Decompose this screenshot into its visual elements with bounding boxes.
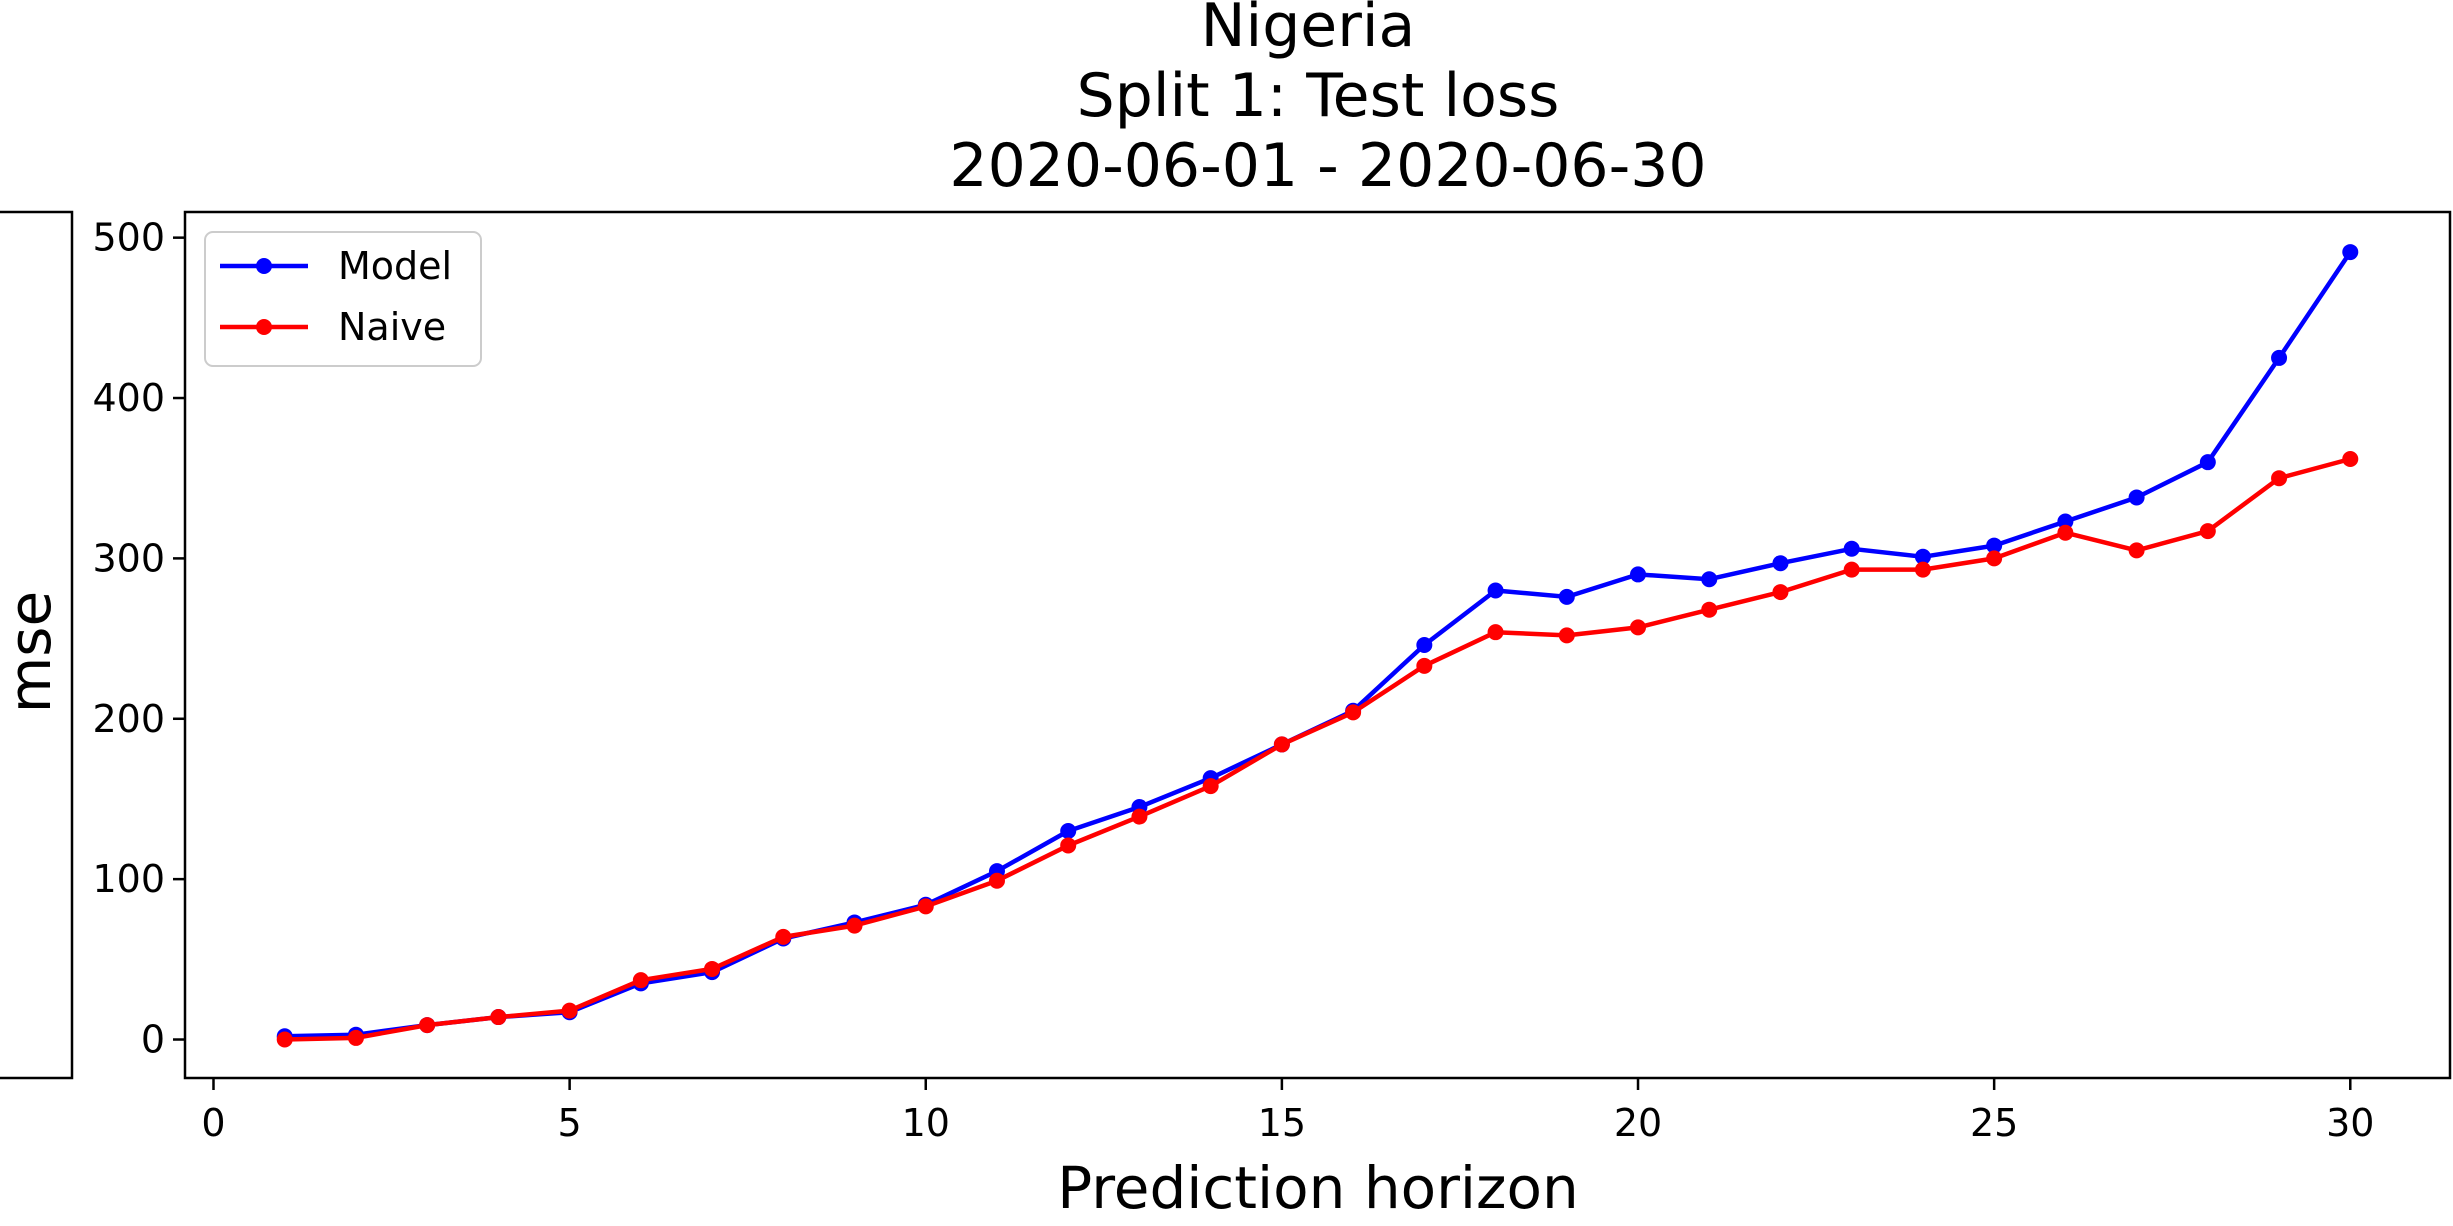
- title-line-3: 2020-06-01 - 2020-06-30: [949, 131, 1706, 201]
- data-point-naive: [1558, 627, 1575, 644]
- legend-label-naive: Naive: [338, 305, 446, 349]
- legend: Model Naive: [204, 231, 482, 367]
- x-tick-label: 25: [1970, 1101, 2018, 1145]
- data-point-model: [2271, 349, 2288, 366]
- title-line-1: Nigeria: [1201, 0, 1416, 61]
- data-point-naive: [917, 898, 934, 915]
- data-point-naive: [1914, 561, 1931, 578]
- title-line-2: Split 1: Test loss: [1077, 61, 1560, 131]
- data-point-naive: [2128, 542, 2145, 559]
- data-point-naive: [276, 1031, 293, 1048]
- data-point-naive: [1630, 619, 1647, 636]
- legend-entry-naive: Naive: [220, 305, 446, 349]
- data-point-model: [1701, 571, 1718, 588]
- data-point-model: [1914, 548, 1931, 565]
- legend-label-model: Model: [338, 244, 452, 288]
- series-line-naive: [284, 456, 2351, 1042]
- x-tick-label: 30: [2326, 1101, 2374, 1145]
- legend-entry-model: Model: [220, 244, 452, 288]
- x-axis-label: Prediction horizon: [1057, 1154, 1578, 1222]
- data-point-naive: [1701, 601, 1718, 618]
- data-point-model: [1630, 566, 1647, 583]
- series-line-model: [284, 250, 2353, 1039]
- data-point-model: [1772, 555, 1789, 572]
- data-point-naive: [1202, 778, 1219, 795]
- data-point-naive: [988, 872, 1005, 889]
- chart-title: Nigeria Split 1: Test loss 2020-06-01 - …: [949, 0, 1706, 201]
- data-point-naive: [490, 1009, 507, 1026]
- y-axis-ticks: 0 100 200 300 400 500: [92, 216, 185, 1062]
- y-tick-label: 300: [92, 536, 165, 580]
- data-point-naive: [1416, 657, 1433, 674]
- data-point-naive: [1772, 584, 1789, 601]
- legend-marker-model: [256, 258, 272, 274]
- data-point-naive: [2271, 470, 2288, 487]
- y-tick-label: 0: [141, 1018, 165, 1062]
- series-layer: [276, 244, 2359, 1048]
- data-point-model: [1060, 823, 1077, 840]
- x-tick-label: 20: [1614, 1101, 1662, 1145]
- y-axis-label: mse: [0, 591, 64, 713]
- data-point-naive: [1986, 550, 2003, 567]
- data-point-model: [1843, 540, 1860, 557]
- legend-marker-naive: [256, 319, 272, 335]
- data-point-naive: [2057, 524, 2074, 541]
- data-point-naive: [775, 928, 792, 945]
- data-point-model: [1416, 637, 1433, 653]
- data-point-naive: [419, 1017, 436, 1034]
- y-tick-label: 200: [92, 697, 165, 741]
- data-point-model: [1558, 588, 1575, 605]
- plot-area-frame: [183, 210, 2452, 1080]
- y-tick-label: 400: [92, 376, 165, 420]
- adjacent-panel-frame: [0, 210, 74, 1080]
- data-point-model: [2057, 513, 2074, 530]
- data-point-naive: [1487, 624, 1504, 641]
- data-point-naive: [1843, 561, 1860, 578]
- series-model: [276, 244, 2359, 1045]
- y-tick-label: 500: [92, 216, 165, 260]
- data-point-model: [2128, 489, 2145, 506]
- data-point-naive: [1273, 736, 1290, 753]
- x-tick-label: 15: [1258, 1101, 1306, 1145]
- data-point-naive: [1060, 837, 1077, 854]
- series-naive: [276, 450, 2359, 1048]
- data-point-naive: [2342, 450, 2359, 467]
- data-point-naive: [704, 960, 721, 977]
- y-tick-label: 100: [92, 857, 165, 901]
- data-point-naive: [632, 972, 649, 989]
- x-axis-ticks: 0 5 10 15 20 25 30: [201, 1078, 2374, 1145]
- x-tick-label: 5: [558, 1101, 582, 1145]
- data-point-model: [1986, 537, 2003, 554]
- x-tick-label: 0: [201, 1101, 225, 1145]
- data-point-model: [2199, 454, 2216, 471]
- x-tick-label: 10: [902, 1101, 950, 1145]
- data-point-naive: [347, 1029, 364, 1046]
- data-point-naive: [846, 917, 863, 934]
- data-point-naive: [561, 1002, 578, 1019]
- data-point-naive: [1345, 704, 1362, 721]
- data-point-naive: [2199, 523, 2216, 540]
- data-point-naive: [1131, 808, 1148, 825]
- data-point-model: [1487, 582, 1504, 599]
- data-point-model: [2342, 244, 2359, 261]
